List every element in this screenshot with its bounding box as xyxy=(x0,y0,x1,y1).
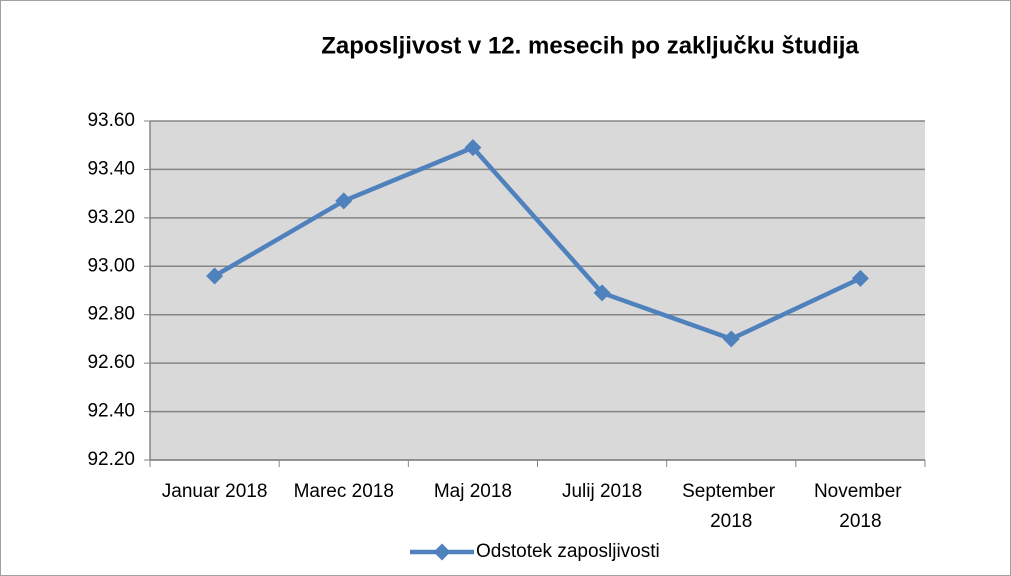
y-tick-label: 92.60 xyxy=(87,352,135,373)
y-tick-label: 93.00 xyxy=(87,255,135,276)
y-tick-label: 92.20 xyxy=(87,449,135,470)
legend: Odstotek zaposljivosti xyxy=(410,541,660,562)
y-tick-label: 92.40 xyxy=(87,401,135,422)
y-tick-label: 93.40 xyxy=(87,158,135,179)
x-tick-label: Maj 2018 xyxy=(434,481,512,502)
plot-area xyxy=(150,121,925,460)
x-tick-label: September 2018 xyxy=(682,481,780,532)
y-tick-label: 93.60 xyxy=(87,110,135,131)
legend-label: Odstotek zaposljivosti xyxy=(476,541,660,562)
point-marker xyxy=(593,284,611,302)
point-marker xyxy=(335,192,353,210)
x-tick-label: November 2018 xyxy=(814,481,907,532)
point-marker xyxy=(464,139,482,157)
point-marker xyxy=(206,267,224,285)
point-marker xyxy=(851,269,869,287)
chart-title: Zaposljivost v 12. mesecih po zaključku … xyxy=(321,32,859,59)
x-tick-label: Januar 2018 xyxy=(162,481,268,502)
y-tick-label: 93.20 xyxy=(87,207,135,228)
series-line xyxy=(213,145,862,342)
point-marker xyxy=(722,330,740,348)
y-tick-label: 92.80 xyxy=(87,304,135,325)
x-tick-label: Marec 2018 xyxy=(294,481,394,502)
x-tick-label: Julij 2018 xyxy=(562,481,642,502)
legend-marker xyxy=(433,543,451,561)
